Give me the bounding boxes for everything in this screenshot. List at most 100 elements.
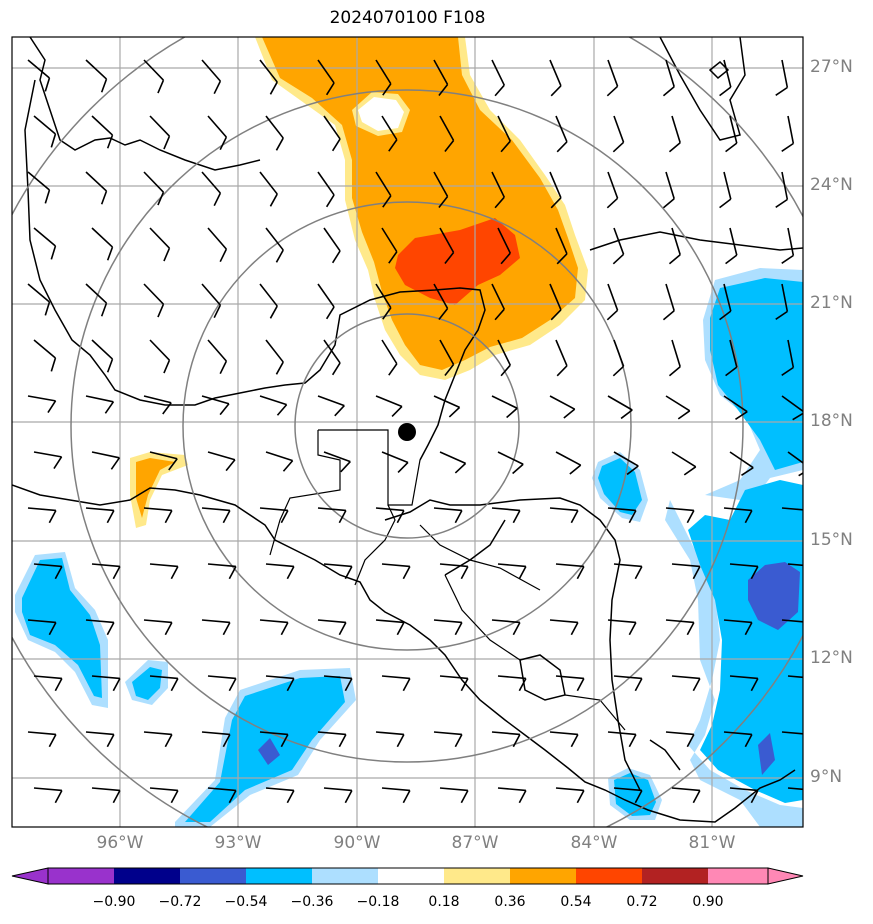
wind-barb-flag [170,790,179,804]
wind-barb-flag [460,678,469,692]
colorbar-tick-label: −0.18 [356,894,400,910]
wind-barb-flag [157,79,165,94]
wind-barb [555,339,568,367]
wind-barb [381,339,398,365]
wind-barb [85,59,108,80]
wind-barb-flag [396,510,405,524]
negative-contour-pacific-south-dark [258,738,280,765]
wind-barb-flag [163,135,171,150]
lat-label: 21°N [810,293,853,313]
wind-barb-flag [744,510,753,524]
wind-barb [317,731,346,736]
wind-barb-flag [276,404,288,416]
wind-barb [265,787,294,792]
wind-barb [207,339,227,362]
wind-barb [27,59,50,79]
wind-barb-flag [388,139,398,152]
wind-barb [729,115,738,144]
wind-barb-flag [775,310,788,320]
wind-barb [787,227,795,256]
wind-barb-flag [48,510,57,524]
wind-barb [671,451,697,468]
range-ring-2 [182,201,632,651]
wind-barb-flag [402,790,411,804]
wind-barb-flag [662,310,675,321]
wind-barb-flag [725,254,738,265]
wind-barb [491,731,520,736]
wind-barb [259,59,278,83]
colorbar-segment [378,868,444,884]
wind-barb [497,787,526,792]
wind-barb [491,59,505,86]
wind-barb [207,451,236,461]
wind-barb [33,787,62,792]
colorbar-tick-label: −0.90 [92,894,136,910]
wind-barb [497,339,511,366]
wind-barb [439,115,455,141]
wind-barb-flag [550,85,562,97]
wind-barb [781,619,803,623]
center-marker [398,423,416,441]
wind-barb [91,115,114,136]
wind-barb [381,563,410,568]
wind-barb [201,283,221,306]
wind-barb [317,283,335,308]
wind-barb-flag [460,566,469,580]
wind-barb-flag [735,410,748,420]
wind-barb-flag [269,193,278,207]
wind-barb [671,227,681,256]
wind-barb [207,227,227,250]
wind-barb-flag [809,678,816,690]
lat-label: 12°N [810,648,853,668]
wind-barb [265,115,284,139]
wind-barb-flag [344,790,353,804]
wind-barb-flag [222,734,231,748]
wind-barb [729,451,754,469]
wind-barb [381,227,398,253]
colorbar-segment [246,868,312,884]
lat-label: 24°N [810,175,853,195]
wind-barb-flag [280,734,289,748]
wind-barb-flag [334,405,345,417]
wind-barb [613,115,625,143]
wind-barb-flag [164,734,173,748]
wind-barb [33,115,56,135]
wind-barb [665,283,675,312]
wind-barb-flag [106,734,115,748]
wind-barb [781,283,789,312]
colorbar-segment [312,868,378,884]
wind-barb-flag [550,197,562,209]
wind-barb-flag [500,364,511,377]
wind-barb [143,59,165,81]
wind-barb-flag [44,189,51,204]
colorbar-tick-label: 0.18 [428,894,460,910]
wind-barb [671,339,681,368]
wind-barb [143,731,172,736]
coastlines [12,37,803,823]
negative-contour-southeast-dark2 [758,733,775,775]
wind-barb-flag [344,678,353,692]
wind-barb-flag [162,402,172,415]
wind-barb-flag [112,566,121,580]
wind-barb-flag [213,80,222,95]
wind-barb [607,171,619,199]
wind-barb [265,563,294,568]
range-ring-1 [294,313,520,539]
wind-barb [27,171,50,191]
wind-barb [781,731,803,735]
wind-barb-flag [569,464,582,475]
wind-barb-flag [628,734,637,748]
wind-barb [671,787,700,792]
wind-barb-flag [50,357,57,372]
wind-barb-flag [518,678,527,692]
wind-barb-flag [512,734,521,748]
wind-barb-flag [44,77,51,92]
wind-barb-flag [775,86,788,96]
wind-barb [375,59,392,85]
wind-barb [317,507,346,512]
wind-barb-flag [282,460,294,472]
wind-barb-flag [219,403,230,416]
wind-barb-flag [275,249,284,263]
wind-barb [497,451,524,465]
wind-barb [33,563,62,568]
